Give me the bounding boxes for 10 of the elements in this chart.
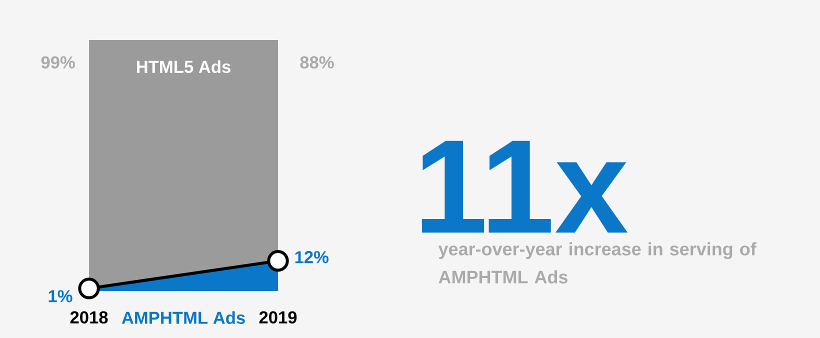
data-label: 1%: [48, 290, 72, 302]
data-label: 12%: [295, 251, 328, 264]
series-label: HTML5 Ads: [136, 60, 230, 73]
text: 11x: [422, 140, 628, 233]
x-tick-label: 2019: [259, 311, 297, 324]
series-label: AMPHTML Ads: [122, 311, 245, 324]
text: year-over-year increase in serving of AMPHTML Ads: [438, 242, 756, 284]
x-tick-label: 2018: [70, 311, 108, 324]
data-label: 99%: [41, 56, 75, 69]
data-label: 88%: [300, 56, 334, 69]
